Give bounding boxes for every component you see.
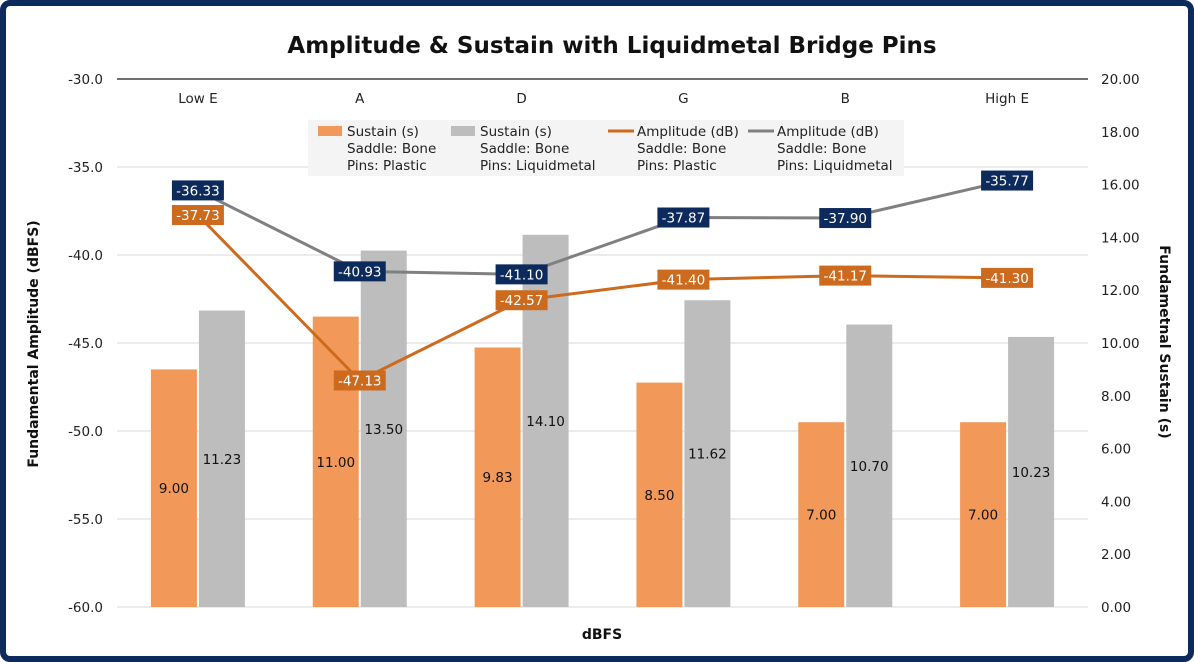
line-value-label-box [657, 269, 710, 290]
bar-sustain-plastic [960, 422, 1007, 607]
y-right-tick-label: 18.00 [1101, 125, 1140, 141]
legend-label: Saddle: Bone [480, 141, 569, 157]
bar-value-label: 13.50 [364, 422, 403, 438]
bar-value-label: 11.23 [203, 452, 242, 468]
line-value-label: -41.17 [823, 269, 867, 285]
y-right-tick-label: 14.00 [1101, 230, 1140, 246]
bar-value-label: 7.00 [806, 508, 836, 524]
line-value-label: -36.33 [176, 183, 220, 199]
y-left-tick-label: -45.0 [68, 336, 103, 352]
bar-value-label: 8.50 [644, 488, 674, 504]
bar-sustain-plastic [312, 316, 359, 607]
line-value-label: -40.93 [338, 264, 382, 280]
line-value-label-box [171, 205, 224, 226]
legend-swatch [451, 126, 475, 136]
legend-label: Pins: Liquidmetal [777, 158, 893, 174]
line-value-label: -41.30 [985, 271, 1029, 287]
line-value-label-box [819, 208, 872, 229]
line-value-label-box [333, 261, 386, 282]
y-right-tick-label: 20.00 [1101, 72, 1140, 88]
y-axis-right-title: Fundametnal Sustain (s) [1156, 245, 1172, 438]
line-series-group [196, 179, 1008, 382]
bar-sustain-liquidmetal [684, 300, 731, 607]
line-value-label: -37.73 [176, 208, 220, 224]
bar-series-group [150, 234, 1055, 607]
bar-value-label: 7.00 [968, 508, 998, 524]
legend-swatch [318, 126, 342, 136]
legend-label: Pins: Liquidmetal [480, 158, 596, 174]
legend-label: Sustain (s) [347, 124, 419, 140]
y-left-tick-label: -50.0 [68, 424, 103, 440]
legend-label: Saddle: Bone [347, 141, 436, 157]
y-right-tick-label: 12.00 [1101, 283, 1140, 299]
y-left-tick-label: -35.0 [68, 160, 103, 176]
line-value-label: -37.87 [662, 211, 706, 227]
y-right-tick-label: 0.00 [1101, 600, 1131, 616]
y-right-tick-label: 2.00 [1101, 547, 1131, 563]
bar-value-label: 10.70 [850, 459, 889, 475]
y-right-tick-label: 10.00 [1101, 336, 1140, 352]
line-amplitude-plastic [196, 213, 1008, 382]
y-right-tick-label: 4.00 [1101, 494, 1131, 510]
bar-value-label: 9.00 [159, 481, 189, 497]
x-tick-label: High E [985, 91, 1029, 107]
line-value-label: -41.10 [500, 267, 544, 283]
x-tick-label: B [841, 91, 850, 107]
y-right-tick-label: 6.00 [1101, 442, 1131, 458]
legend-label: Amplitude (dB) [637, 124, 739, 140]
x-tick-label: A [355, 91, 365, 107]
bar-sustain-plastic [798, 422, 845, 607]
bar-sustain-plastic [636, 382, 683, 607]
bar-sustain-liquidmetal [360, 250, 407, 607]
bar-sustain-liquidmetal [1008, 336, 1055, 607]
line-value-label: -47.13 [338, 373, 382, 389]
y-left-tick-label: -40.0 [68, 248, 103, 264]
y-right-tick-label: 16.00 [1101, 178, 1140, 194]
bar-sustain-liquidmetal [846, 324, 893, 607]
x-tick-label: Low E [178, 91, 217, 107]
bar-value-label: 11.62 [688, 447, 727, 463]
bar-sustain-liquidmetal [198, 310, 245, 607]
legend-label: Saddle: Bone [777, 141, 866, 157]
y-axis-left-title: Fundamental Amplitude (dBFS) [26, 220, 42, 467]
legend-background [308, 120, 904, 176]
line-value-label-box [657, 207, 710, 228]
x-tick-label: D [516, 91, 526, 107]
axes-group: -30.0 -35.0 -40.0 -45.0 -50.0 -55.0 -60.0 20.00… [68, 72, 1140, 616]
line-value-label-box [981, 170, 1034, 191]
line-value-label-box [495, 290, 548, 311]
line-value-label: -37.90 [823, 211, 867, 227]
line-value-label: -42.57 [500, 293, 544, 309]
data-labels-group: 9.00 11.00 9.83 8.50 7.00 7.00 11.23 13.50 14.10… [159, 170, 1051, 524]
line-value-label-box [495, 264, 548, 285]
bar-value-label: 9.83 [483, 470, 513, 486]
bar-sustain-plastic [474, 347, 521, 607]
legend-label: Saddle: Bone [637, 141, 726, 157]
line-value-label-box [981, 267, 1034, 288]
legend-label: Amplitude (dB) [777, 124, 879, 140]
y-left-tick-label: -55.0 [68, 512, 103, 528]
legend-label: Pins: Plastic [637, 158, 717, 174]
bar-value-label: 11.00 [316, 455, 355, 471]
bar-value-label: 10.23 [1012, 465, 1051, 481]
legend-label: Pins: Plastic [347, 158, 427, 174]
line-value-label: -35.77 [985, 174, 1029, 190]
bar-sustain-plastic [150, 369, 197, 607]
bar-value-label: 14.10 [526, 414, 565, 430]
line-value-label-box [333, 370, 386, 391]
x-axis-title: dBFS [582, 627, 622, 643]
y-left-tick-label: -60.0 [68, 600, 103, 616]
y-left-tick-label: -30.0 [68, 72, 103, 88]
x-tick-label: G [678, 91, 688, 107]
line-value-label-box [171, 180, 224, 201]
line-amplitude-liquidmetal [197, 179, 1008, 276]
y-right-tick-label: 8.00 [1101, 389, 1131, 405]
legend-label: Sustain (s) [480, 124, 552, 140]
line-value-label-box [819, 265, 872, 286]
line-value-label: -41.40 [662, 273, 706, 289]
chart-title: Amplitude & Sustain with Liquidmetal Bri… [287, 33, 936, 59]
